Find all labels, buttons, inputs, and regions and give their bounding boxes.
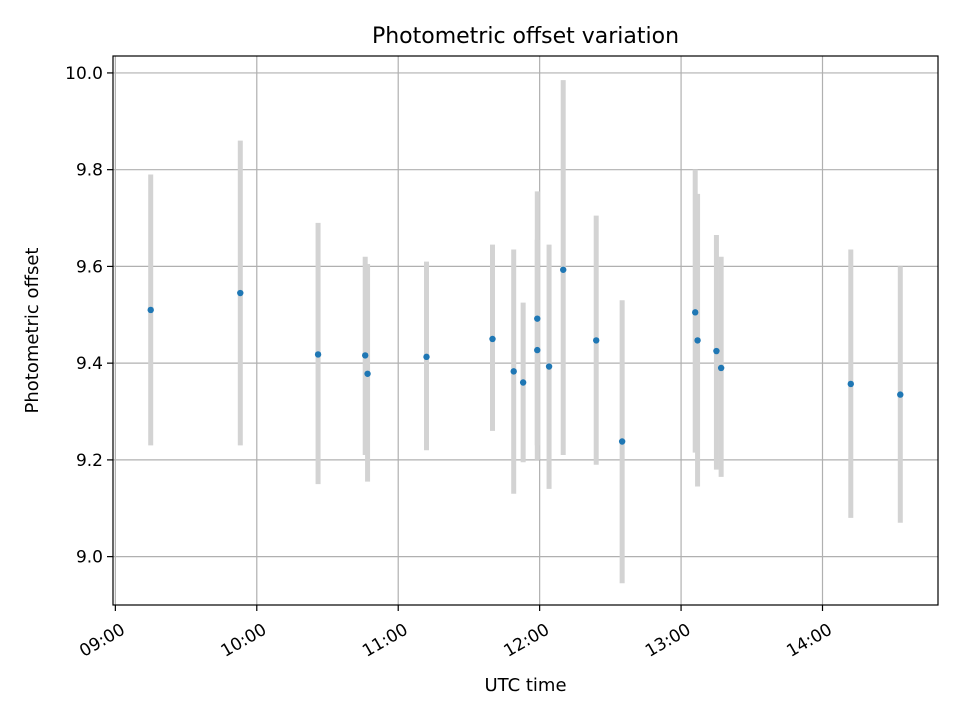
y-tick-label: 9.4 xyxy=(76,354,103,374)
x-tick-label: 13:00 xyxy=(642,620,694,662)
y-tick-label: 9.8 xyxy=(76,161,103,181)
data-point xyxy=(519,379,527,386)
data-point xyxy=(237,289,244,297)
x-tick-label: 14:00 xyxy=(783,620,835,662)
data-point xyxy=(692,309,699,316)
x-tick-label: 10:00 xyxy=(218,620,270,662)
data-point xyxy=(510,368,517,375)
y-axis-label: Photometric offset xyxy=(22,248,43,414)
data-point xyxy=(314,351,322,358)
data-point xyxy=(364,370,371,377)
data-point xyxy=(618,438,626,445)
data-point xyxy=(147,306,154,314)
y-tick-label: 9.6 xyxy=(76,257,103,277)
data-point xyxy=(847,380,854,388)
x-tick-label: 12:00 xyxy=(501,620,553,662)
chart-title: Photometric offset variation xyxy=(372,24,679,49)
plot-frame xyxy=(112,55,939,606)
x-tick-label: 09:00 xyxy=(76,620,128,662)
y-tick-label: 9.0 xyxy=(76,548,103,568)
x-tick-label: 11:00 xyxy=(359,620,411,662)
data-point xyxy=(545,363,553,370)
y-tick-label: 9.2 xyxy=(76,451,103,471)
data-point xyxy=(560,266,567,273)
data-point xyxy=(717,364,725,372)
x-axis-label: UTC time xyxy=(484,675,566,696)
data-point xyxy=(534,315,541,322)
data-point xyxy=(534,346,541,354)
data-point xyxy=(694,337,701,344)
data-point xyxy=(593,337,600,344)
data-point xyxy=(489,335,496,343)
data-point xyxy=(362,352,369,359)
data-points xyxy=(147,266,904,445)
data-point xyxy=(423,353,430,361)
error-bars xyxy=(148,80,903,584)
data-point xyxy=(897,391,904,398)
y-tick-label: 10.0 xyxy=(65,64,103,84)
data-point xyxy=(713,347,720,355)
